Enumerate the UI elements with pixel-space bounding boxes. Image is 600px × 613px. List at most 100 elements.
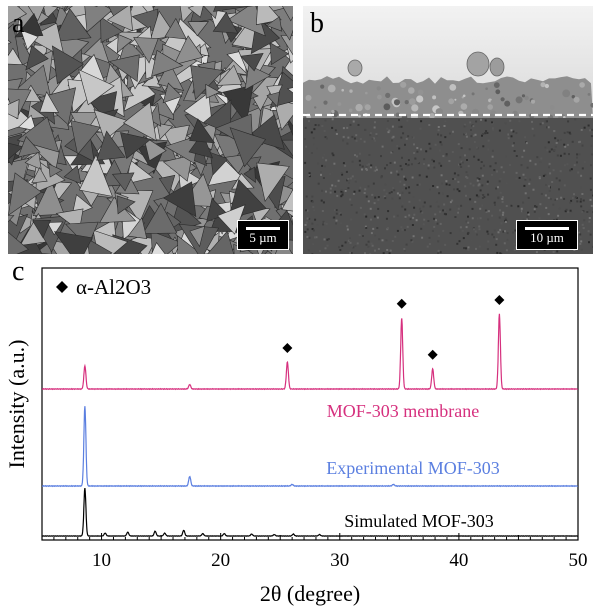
- crystal-facet: [189, 118, 216, 144]
- crystal-facet: [31, 166, 48, 184]
- crystal-facet: [8, 142, 24, 160]
- alumina-peak-marker: [282, 343, 293, 353]
- crystal-facet: [187, 6, 204, 18]
- crystal-facet: [188, 132, 214, 159]
- crystal-facet: [281, 6, 293, 22]
- membrane-layer: [303, 76, 593, 118]
- xrd-trace: [42, 488, 578, 537]
- crystal-facet: [162, 154, 193, 182]
- crystal-facet: [116, 195, 136, 215]
- x-tick-label: 20: [211, 550, 230, 571]
- crystal-facet: [280, 35, 293, 56]
- scale-bar-label-a: 5 µm: [249, 230, 277, 245]
- xrd-trace: [41, 313, 579, 391]
- panel-label-c: c: [12, 256, 25, 287]
- crystal-facet: [151, 242, 166, 254]
- y-axis-label: Intensity (a.u.): [4, 340, 29, 469]
- crystal-facet: [122, 101, 157, 142]
- crystal-facet: [86, 238, 113, 254]
- crystal-facet: [240, 53, 264, 72]
- crystal-facet: [27, 6, 45, 22]
- plot-frame: [41, 267, 579, 541]
- crystal-facet: [24, 151, 42, 170]
- crystal-facet: [142, 202, 178, 234]
- crystal-facet: [116, 34, 133, 54]
- crystal-facet: [126, 159, 154, 185]
- sem-texture-b: [303, 6, 593, 254]
- surface-crystal: [347, 59, 363, 77]
- crystal-facet: [8, 40, 12, 45]
- crystal-facet: [281, 188, 293, 212]
- crystal-facet: [290, 215, 293, 224]
- x-tick-label: 40: [449, 550, 468, 571]
- x-tick-label: 30: [330, 550, 349, 571]
- panel-label-b: b: [310, 8, 324, 39]
- alumina-peak-marker: [396, 298, 407, 309]
- series-label: Simulated MOF-303: [344, 511, 494, 531]
- crystal-facet: [265, 16, 283, 32]
- crystal-facet: [216, 204, 246, 235]
- crystal-facet: [164, 17, 187, 40]
- x-tick-label: 50: [569, 550, 588, 571]
- crystal-facet: [108, 54, 140, 83]
- sem-image-cross-section: 10 µm: [303, 6, 593, 254]
- crystal-facet: [16, 116, 60, 153]
- crystal-facet: [187, 21, 210, 37]
- crystal-facet: [156, 122, 174, 140]
- crystal-facet: [93, 109, 129, 142]
- crystal-facet: [63, 164, 82, 185]
- crystal-facet: [8, 172, 42, 216]
- crystal-facet: [17, 135, 41, 158]
- crystal-facet: [205, 83, 221, 99]
- surface-crystal: [466, 51, 490, 77]
- crystal-facet: [32, 219, 52, 239]
- crystal-facet: [20, 29, 39, 51]
- crystal-facet: [269, 42, 290, 66]
- crystal-facet: [173, 35, 204, 66]
- crystal-facet: [39, 91, 60, 113]
- crystal-facet: [162, 181, 197, 218]
- crystal-facet: [229, 127, 267, 168]
- crystal-facet: [46, 221, 64, 236]
- crystal-facet: [48, 163, 63, 178]
- crystal-facet: [266, 91, 280, 108]
- crystal-facet: [151, 49, 184, 77]
- crystal-facet: [281, 139, 293, 157]
- crystal-facet: [120, 132, 152, 160]
- crystal-facet: [256, 162, 290, 203]
- sem-image-top-view: 5 µm: [8, 6, 293, 254]
- crystal-facet: [243, 166, 256, 184]
- crystal-facet: [190, 65, 224, 101]
- crystal-facet: [51, 45, 84, 85]
- crystal-facet: [162, 82, 183, 104]
- crystal-facet: [52, 8, 92, 43]
- crystal-facet: [133, 37, 159, 64]
- x-tick-label: 10: [92, 550, 111, 571]
- crystal-facet: [244, 64, 272, 91]
- series-label: MOF-303 membrane: [327, 401, 479, 421]
- crystal-facet: [17, 114, 37, 132]
- crystal-facet: [106, 6, 133, 32]
- crystal-facet: [216, 64, 243, 86]
- crystal-facet: [78, 154, 113, 197]
- crystal-facet: [8, 47, 24, 66]
- crystal-facet: [78, 69, 115, 106]
- scale-bar-b: 10 µm: [516, 220, 578, 250]
- crystal-facet: [8, 231, 29, 254]
- alumina-peak-marker: [427, 349, 438, 360]
- crystal-facet: [25, 45, 49, 71]
- crystal-facet: [222, 84, 254, 125]
- sem-texture-a: [8, 6, 293, 254]
- legend-label: α-Al2O3: [76, 275, 151, 299]
- crystal-facet: [94, 6, 98, 8]
- crystal-facet: [286, 87, 293, 94]
- crystal-facet: [111, 172, 135, 192]
- scale-bar-label-b: 10 µm: [530, 230, 564, 245]
- crystal-facet: [8, 99, 20, 120]
- crystal-facet: [212, 11, 239, 34]
- crystal-facet: [127, 217, 148, 240]
- crystal-facet: [207, 230, 235, 254]
- crystal-facet: [158, 174, 176, 195]
- series-label: Experimental MOF-303: [326, 458, 499, 478]
- x-axis-label: 2θ (degree): [260, 581, 360, 606]
